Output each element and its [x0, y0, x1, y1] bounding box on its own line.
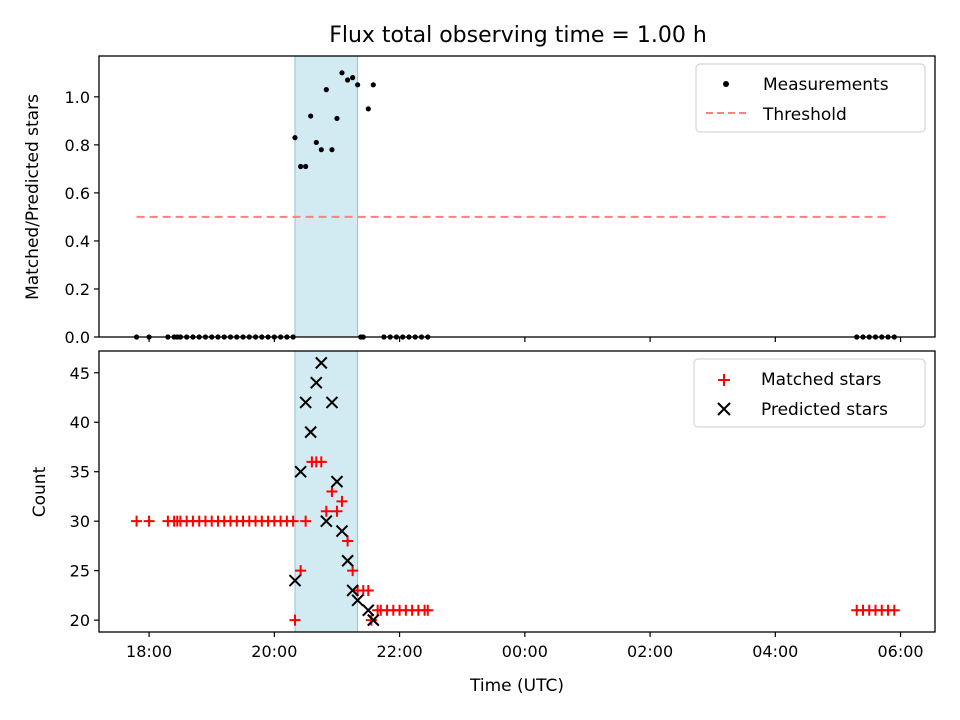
measurement-point: [292, 135, 298, 141]
measurement-point: [339, 70, 345, 76]
measurement-point: [313, 139, 319, 146]
y-tick-label: 0.4: [65, 232, 90, 251]
bottom-axes-frame: [98, 350, 936, 633]
predicted-star-point: [367, 613, 380, 627]
x-tick-label: 06:00: [878, 642, 924, 661]
top-x-ticks: [148, 337, 902, 342]
matched-star-point: [326, 486, 338, 497]
measurement-point: [318, 147, 324, 153]
y-tick-label: 0.6: [65, 184, 90, 203]
bottom-x-ticks: 18:00 20:00 22:00 00:00 02:00 04:00 06:00: [126, 632, 924, 661]
top-y-axis-label: Matched/Predicted stars: [23, 94, 43, 300]
measurement-point: [323, 87, 329, 93]
y-tick-label: 45: [70, 364, 90, 383]
matched-star-point: [300, 515, 312, 527]
y-tick-label: 20: [70, 611, 90, 630]
predicted-star-point: [341, 554, 354, 567]
bottom-legend-frame: [693, 358, 926, 428]
legend-measurements-marker: [723, 81, 729, 87]
measurement-point: [298, 163, 304, 170]
measurement-point: [334, 115, 340, 122]
predicted-star-point: [330, 475, 344, 488]
top-y-ticks: 0.0 0.2 0.4 0.6 0.8 1.0: [65, 88, 99, 347]
y-tick-label: 0.2: [65, 280, 90, 299]
predicted-star-point: [315, 356, 328, 370]
predicted-star-point: [288, 574, 302, 587]
measurement-point: [350, 75, 356, 81]
measurement-point: [303, 163, 309, 170]
matched-star-point: [422, 604, 434, 616]
predicted-star-point: [320, 514, 333, 528]
x-tick-label: 04:00: [752, 642, 798, 661]
matched-star-point: [315, 456, 327, 468]
x-axis-label: Time (UTC): [469, 676, 564, 696]
observing-window-shade-bottom: [294, 350, 359, 633]
top-legend-frame: [695, 63, 926, 133]
x-tick-label: 18:00: [126, 642, 172, 661]
legend-matched-label: Matched stars: [761, 370, 881, 390]
top-panel: 0.0 0.2 0.4 0.6 0.8 1.0 Matched/Predicted sta…: [23, 55, 936, 347]
predicted-star-point: [335, 524, 349, 538]
legend-threshold-label: Threshold: [762, 105, 847, 125]
bottom-marks: [131, 356, 900, 627]
matched-star-point: [365, 614, 377, 626]
predicted-star-point: [310, 376, 323, 389]
matched-star-point: [342, 535, 354, 547]
predicted-star-point: [346, 584, 359, 597]
matched-star-point: [347, 565, 359, 577]
bottom-panel: 20 25 30 35 40 45 18:00 20:00 22:00 00:00 02:00 04…: [30, 350, 936, 696]
y-tick-label: 0.8: [65, 136, 90, 155]
legend-measurements-label: Measurements: [763, 75, 889, 95]
measurement-point: [365, 106, 371, 112]
matched-star-point: [287, 515, 299, 527]
top-axes-frame: [98, 55, 936, 338]
legend-predicted-label: Predicted stars: [761, 400, 888, 420]
y-tick-label: 30: [70, 512, 90, 531]
measurement-point: [329, 147, 335, 153]
measurement-point: [345, 77, 351, 83]
predicted-star-point: [294, 465, 307, 478]
matched-star-point: [362, 584, 374, 596]
bottom-y-axis-label: Count: [30, 466, 50, 517]
y-tick-label: 0.0: [65, 328, 90, 347]
matched-star-point: [143, 515, 155, 527]
x-tick-label: 20:00: [251, 642, 297, 661]
predicted-star-point: [325, 396, 339, 409]
predicted-star-point: [362, 604, 375, 617]
predicted-star-point: [299, 396, 312, 409]
y-tick-label: 25: [70, 562, 90, 581]
x-tick-label: 00:00: [502, 642, 548, 661]
x-tick-label: 22:00: [377, 642, 423, 661]
legend-predicted-marker: [717, 402, 731, 416]
bottom-legend: Matched stars Predicted stars: [693, 358, 926, 428]
observing-window-shade-top: [294, 55, 359, 338]
y-tick-label: 1.0: [65, 88, 90, 107]
matched-star-point: [331, 505, 343, 517]
measurement-point: [355, 82, 361, 88]
matched-star-point: [888, 604, 900, 616]
measurement-point: [308, 113, 314, 119]
chart-title: Flux total observing time = 1.00 h: [329, 23, 707, 48]
matched-star-point: [336, 495, 348, 507]
measurement-point: [370, 82, 376, 88]
matched-star-point: [320, 505, 332, 517]
top-legend: Measurements Threshold: [695, 63, 926, 133]
matched-star-point: [295, 565, 307, 577]
matched-star-point: [289, 614, 301, 626]
x-tick-label: 02:00: [627, 642, 673, 661]
y-tick-label: 40: [70, 413, 90, 432]
y-tick-label: 35: [70, 463, 90, 482]
predicted-star-point: [304, 425, 317, 439]
predicted-star-point: [351, 594, 364, 607]
matched-star-point: [131, 515, 143, 527]
legend-matched-marker: [718, 374, 730, 386]
bottom-y-ticks: 20 25 30 35 40 45: [70, 364, 99, 630]
